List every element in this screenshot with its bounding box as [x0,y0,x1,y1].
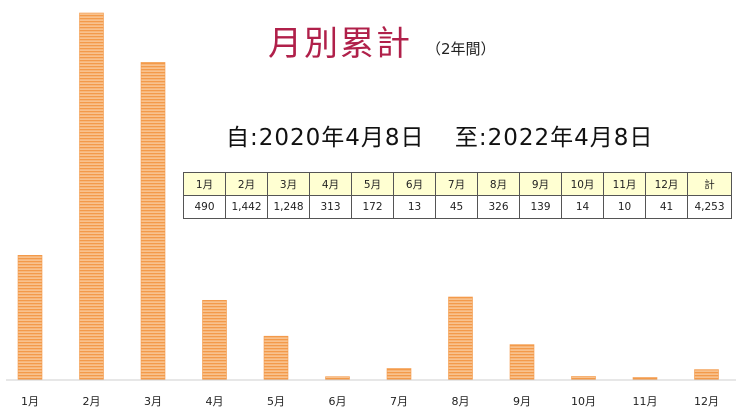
table-header-row: 1月 2月 3月 4月 5月 6月 7月 8月 9月 10月 11月 12月計 [183,172,732,196]
x-tick-label: 12月 [694,395,719,408]
x-tick-label: 9月 [513,395,531,408]
bar [694,369,719,381]
table-header-cell: 10月 [561,172,604,196]
table-value-cell: 172 [351,195,394,219]
x-tick-label: 6月 [329,395,347,408]
bar [263,335,289,381]
bar [140,62,166,381]
table-value-cell: 1,442 [225,195,268,219]
table-header-cell: 計 [687,172,732,196]
x-tick-label: 4月 [206,395,224,408]
table-header-cell: 6月 [393,172,436,196]
bars-group [17,12,719,381]
table-value-cell: 490 [183,195,226,219]
x-tick-label: 11月 [633,395,658,408]
x-tick-label: 3月 [144,395,162,408]
table-value-cell: 10 [603,195,646,219]
table-header-cell: 2月 [225,172,268,196]
table-value-cell: 41 [645,195,688,219]
table-value-cell: 139 [519,195,562,219]
bar [79,12,104,381]
bar [202,299,227,381]
bar [509,344,535,381]
period-to: 至:2022年4月8日 [454,125,654,151]
x-tick-label: 5月 [267,395,285,408]
table-value-cell: 326 [477,195,520,219]
table-value-cell: 1,248 [267,195,310,219]
x-tick-label: 7月 [390,395,408,408]
period-from: 自:2020年4月8日 [226,125,425,151]
bar [17,255,43,381]
table-value-cell: 45 [435,195,478,219]
table-value-row: 490 1,442 1,248 313 172 13 45 326 139 14 10 41 4,253 [183,195,732,219]
table-value-cell: 14 [561,195,604,219]
table-value-cell: 13 [393,195,436,219]
table-value-cell: 4,253 [687,195,732,219]
table-header-cell: 8月 [477,172,520,196]
table-header-cell: 12月 [645,172,688,196]
bar [571,376,596,381]
date-range: 自:2020年4月8日 至:2022年4月8日 [226,118,675,152]
bar [448,296,473,381]
table-header-cell: 3月 [267,172,310,196]
x-tick-label: 2月 [83,395,101,408]
x-tick-labels: 1月 2月 3月 4月 5月 6月 7月 8月 9月 10月 11月 12月 [21,395,719,408]
chart-subtitle: （2年間） [426,40,496,58]
monthly-summary-table: 1月 2月 3月 4月 5月 6月 7月 8月 9月 10月 11月 12月計 490 1,442 1,2… [183,172,732,219]
table-header-cell: 7月 [435,172,478,196]
table-header-cell: 9月 [519,172,562,196]
chart-title: 月別累計 [268,24,412,64]
table-header-cell: 1月 [183,172,226,196]
table-header-cell: 4月 [309,172,352,196]
x-tick-label: 8月 [452,395,470,408]
bar [386,368,412,381]
x-tick-label: 10月 [571,395,596,408]
table-header-cell: 11月 [603,172,646,196]
table-header-cell: 5月 [351,172,394,196]
table-value-cell: 313 [309,195,352,219]
x-tick-label: 1月 [21,395,39,408]
